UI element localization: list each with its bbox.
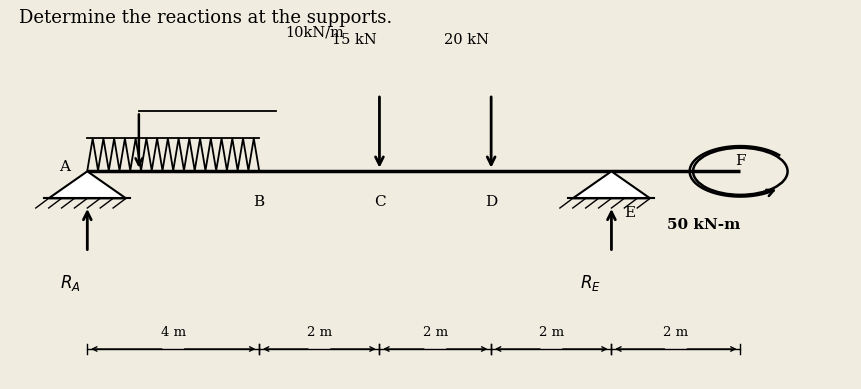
Text: 2 m: 2 m (663, 326, 688, 339)
Text: 2 m: 2 m (538, 326, 563, 339)
Text: A: A (59, 161, 70, 174)
Polygon shape (48, 171, 126, 198)
Text: C: C (373, 194, 385, 209)
Text: $R_A$: $R_A$ (59, 273, 80, 293)
Text: 10kN/m: 10kN/m (285, 25, 344, 39)
Text: F: F (734, 154, 745, 168)
Text: Determine the reactions at the supports.: Determine the reactions at the supports. (19, 9, 392, 27)
Text: 2 m: 2 m (307, 326, 331, 339)
Text: D: D (485, 194, 497, 209)
Text: 20 kN: 20 kN (443, 33, 488, 47)
Text: 15 kN: 15 kN (331, 33, 376, 47)
Text: 4 m: 4 m (160, 326, 186, 339)
Polygon shape (572, 171, 649, 198)
Text: 2 m: 2 m (422, 326, 448, 339)
Text: $R_E$: $R_E$ (579, 273, 600, 293)
Text: 50 kN-m: 50 kN-m (666, 218, 740, 232)
Text: E: E (623, 206, 635, 220)
Text: B: B (253, 194, 264, 209)
